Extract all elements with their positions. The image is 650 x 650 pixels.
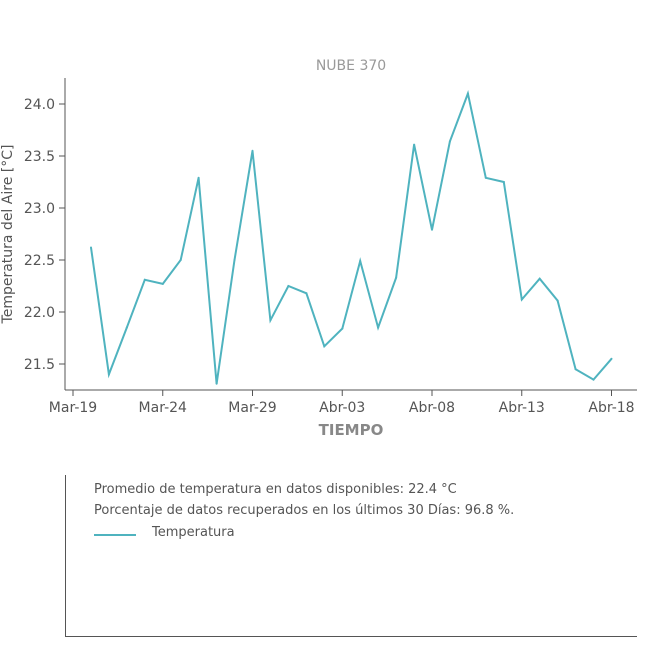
data-point: [359, 260, 362, 262]
x-axis-label: TIEMPO: [319, 421, 384, 439]
temperature-chart: NUBE 370 21.5 22.0 22.5 23.0 23.5 24.0 Mar-19…: [0, 58, 637, 439]
data-point: [341, 327, 344, 330]
y-tick-label: 23.5: [24, 149, 55, 165]
info-panel: Promedio de temperatura en datos disponi…: [65, 475, 637, 637]
data-point: [395, 276, 398, 279]
temperature-series-line: [90, 90, 613, 384]
data-point: [484, 176, 487, 179]
average-temperature-text: Promedio de temperatura en datos disponi…: [94, 482, 457, 497]
data-point: [305, 292, 308, 295]
data-point: [413, 143, 416, 146]
data-point: [538, 277, 541, 280]
data-point: [377, 326, 380, 329]
x-tick-label: Mar-29: [228, 400, 276, 416]
x-tick-label: Abr-08: [409, 400, 455, 416]
data-point: [287, 285, 290, 287]
series-points: [90, 92, 613, 385]
data-point: [502, 181, 505, 183]
y-axis-ticks: 21.5 22.0 22.5 23.0 23.5 24.0: [24, 97, 65, 373]
legend-label: Temperatura: [152, 525, 235, 540]
x-tick-label: Abr-13: [499, 400, 545, 416]
data-point: [323, 345, 326, 348]
data-point: [233, 259, 236, 261]
y-axis-label: Temperatura del Aire [°C]: [0, 145, 16, 325]
y-tick-label: 22.5: [24, 253, 55, 269]
data-point: [269, 319, 272, 322]
data-point: [592, 378, 595, 381]
y-tick-label: 24.0: [24, 97, 55, 113]
y-tick-label: 22.0: [24, 305, 55, 321]
data-point: [251, 149, 254, 152]
data-point: [431, 228, 433, 231]
data-recovery-text: Porcentaje de datos recuperados en los ú…: [94, 503, 515, 518]
data-point: [161, 282, 164, 285]
data-point: [574, 368, 577, 371]
data-point: [90, 246, 92, 249]
data-point: [125, 326, 128, 329]
data-point: [556, 299, 559, 302]
data-point: [107, 373, 110, 376]
data-point: [215, 382, 218, 385]
x-tick-label: Mar-19: [49, 400, 97, 416]
data-point: [143, 278, 146, 281]
data-point: [197, 176, 200, 179]
data-point: [466, 92, 469, 95]
data-point: [179, 259, 182, 261]
data-point: [448, 140, 451, 143]
x-axis-ticks: Mar-19 Mar-24 Mar-29 Abr-03 Abr-08 Abr-13 Abr-…: [49, 390, 635, 416]
legend-swatch: [94, 534, 136, 536]
x-tick-label: Abr-03: [319, 400, 365, 416]
x-tick-label: Mar-24: [139, 400, 187, 416]
data-point: [610, 357, 613, 360]
chart-title: NUBE 370: [316, 58, 386, 74]
data-point: [520, 298, 523, 301]
y-tick-label: 23.0: [24, 201, 55, 217]
x-tick-label: Abr-18: [588, 400, 634, 416]
y-tick-label: 21.5: [24, 357, 55, 373]
